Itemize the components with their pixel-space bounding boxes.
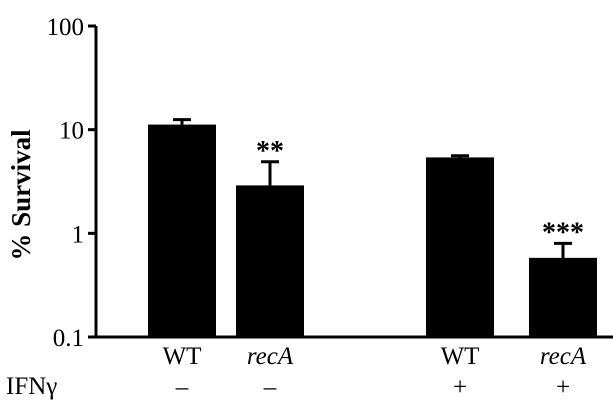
significance-markers: *****	[256, 136, 584, 249]
y-ticks: 100 10 1 0.1	[47, 14, 96, 352]
bar	[529, 257, 597, 337]
y-tick-label: 10	[59, 118, 84, 145]
ifn-row-label: IFNγ	[6, 373, 57, 400]
ifn-label: –	[175, 374, 189, 401]
ifn-label: +	[556, 374, 570, 401]
category-label: recA	[540, 343, 587, 370]
bar	[236, 185, 304, 337]
category-label: WT	[441, 343, 480, 370]
significance-marker: ***	[542, 217, 584, 248]
significance-marker: **	[256, 136, 284, 167]
category-label: WT	[163, 343, 202, 370]
y-axis-label: % Survival	[6, 129, 36, 261]
y-tick-label: 1	[72, 221, 85, 248]
ifn-label: –	[263, 374, 277, 401]
category-labels: WT recA WT recA	[163, 343, 587, 370]
category-label: recA	[247, 343, 294, 370]
bar	[426, 157, 494, 337]
ifn-labels: – – + +	[175, 374, 570, 401]
y-tick-label: 100	[47, 14, 85, 41]
bars	[148, 124, 597, 338]
y-tick-label: 0.1	[53, 325, 84, 352]
error-bars	[173, 118, 572, 258]
ifn-label: +	[453, 374, 467, 401]
bar	[148, 124, 216, 338]
